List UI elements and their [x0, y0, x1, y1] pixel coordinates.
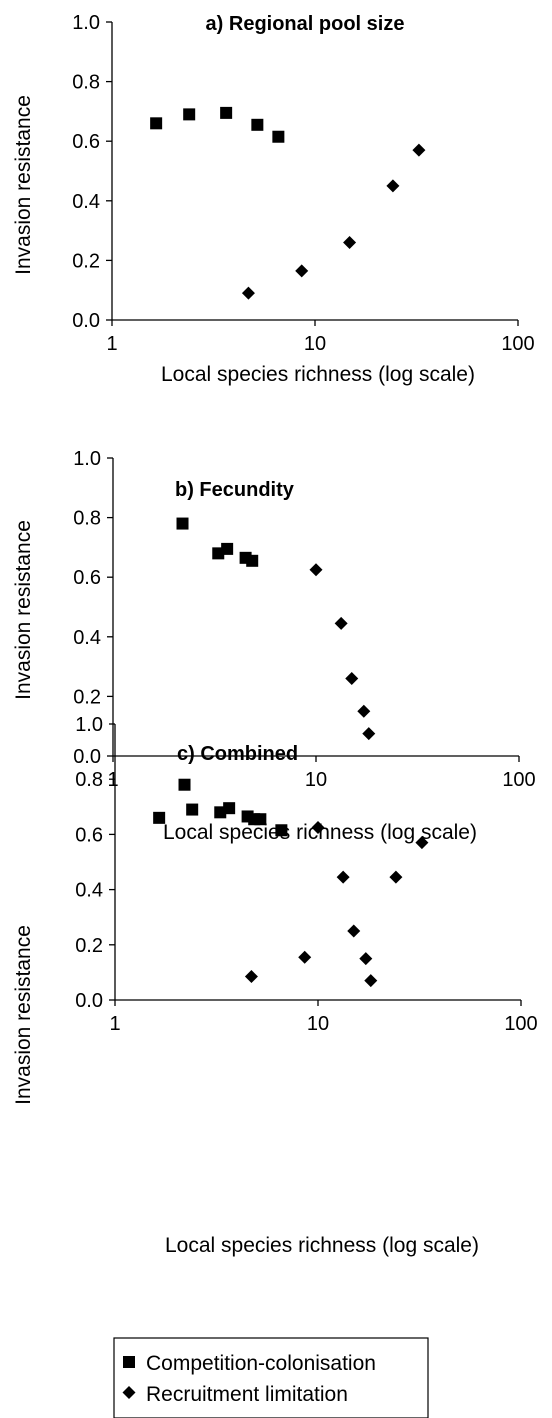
legend-square-icon — [123, 1356, 135, 1368]
legend-diamond-icon — [122, 1386, 136, 1399]
panel-a-square-point — [251, 118, 264, 131]
panel-c-y-tick-label: 0.4 — [75, 880, 103, 902]
legend: Competition-colonisation Recruitment lim… — [113, 1337, 429, 1418]
panel-a-diamond-point — [295, 264, 309, 278]
panel-c-diamond-point — [359, 952, 373, 966]
panel-c-x-tick-label: 100 — [504, 1013, 537, 1035]
panel-a-square-point — [150, 117, 163, 130]
panel-a-square-point — [220, 106, 233, 119]
panel-c-diamond-point — [298, 950, 312, 964]
panel-b-diamond-point — [357, 704, 371, 718]
panel-c-y-tick-label: 0.2 — [75, 935, 103, 957]
panel-c-diamond-point — [347, 924, 361, 938]
panel-c-y-tick-label: 0.6 — [75, 824, 103, 846]
panel-c-x-label: Local species richness (log scale) — [165, 1234, 479, 1257]
panel-a-diamond-point — [343, 236, 357, 250]
legend-label-competition: Competition-colonisation — [146, 1352, 376, 1375]
panel-a-y-tick-label: 0.4 — [72, 191, 100, 213]
panel-b-x-tick-label: 100 — [502, 769, 535, 791]
panel-c-square-point — [275, 824, 288, 837]
panel-b-title: b) Fecundity — [175, 479, 295, 501]
legend-label-recruitment: Recruitment limitation — [146, 1383, 348, 1406]
panel-c-square-point — [178, 778, 191, 791]
panel-c-diamond-point — [311, 821, 325, 834]
panel-b-y-tick-label: 0.2 — [73, 686, 101, 708]
panel-b-y-tick-label: 0.6 — [73, 567, 101, 589]
panel-b-y-label: Invasion resistance — [12, 520, 35, 700]
panel-a-title: a) Regional pool size — [206, 13, 405, 35]
panel-b-x-tick-label: 1 — [107, 769, 118, 791]
panel-b-x-tick-label: 10 — [305, 769, 327, 791]
panel-b-y-tick-label: 0.0 — [73, 746, 101, 768]
panel-c-square-point — [153, 811, 166, 824]
panel-c-diamond-point — [415, 836, 429, 850]
panel-a: a) Regional pool size Invasion resistanc… — [12, 12, 535, 386]
panel-c-y-tick-label: 0.0 — [75, 990, 103, 1012]
panel-b-y-tick-label: 0.4 — [73, 627, 101, 649]
panel-c: c) Combined Invasion resistance Local sp… — [12, 714, 538, 1257]
panel-a-y-tick-label: 0.6 — [72, 131, 100, 153]
panel-c-diamond-point — [336, 870, 350, 884]
panel-a-x-tick-label: 10 — [304, 333, 326, 355]
panel-a-y-tick-label: 0.8 — [72, 72, 100, 94]
panel-b-diamond-point — [334, 616, 348, 630]
panel-a-diamond-point — [412, 143, 426, 157]
panel-b-y-tick-label: 0.8 — [73, 508, 101, 530]
panel-c-x-tick-label: 1 — [109, 1013, 120, 1035]
panel-b-diamond-point — [345, 672, 359, 686]
panel-a-diamond-point — [386, 179, 400, 193]
panel-b-x-label: Local species richness (log scale) — [163, 821, 477, 844]
panel-a-square-point — [272, 130, 285, 143]
panel-a-y-tick-label: 0.0 — [72, 310, 100, 332]
panel-b-diamond-point — [362, 727, 376, 741]
panel-c-y-tick-label: 1.0 — [75, 714, 103, 736]
panel-a-y-label: Invasion resistance — [12, 95, 35, 275]
panel-c-diamond-point — [389, 870, 403, 884]
panel-c-diamond-point — [244, 970, 258, 984]
panel-c-y-label: Invasion resistance — [12, 925, 35, 1105]
panel-a-x-tick-label: 100 — [501, 333, 534, 355]
legend-box — [113, 1337, 429, 1418]
panel-b-square-point — [246, 554, 259, 567]
panel-b: b) Fecundity Invasion resistance Local s… — [12, 448, 536, 844]
panel-c-square-point — [186, 803, 199, 816]
panel-c-title: c) Combined — [177, 743, 298, 765]
panel-a-y-tick-label: 1.0 — [72, 12, 100, 34]
panel-a-y-tick-label: 0.2 — [72, 250, 100, 272]
panel-b-square-point — [176, 517, 189, 530]
panel-b-square-point — [221, 542, 234, 555]
panel-c-y-tick-label: 0.8 — [75, 769, 103, 791]
panel-a-x-tick-label: 1 — [106, 333, 117, 355]
panel-c-square-point — [254, 813, 267, 826]
panel-a-diamond-point — [241, 286, 255, 300]
panel-b-diamond-point — [309, 563, 323, 577]
panel-b-y-tick-label: 1.0 — [73, 448, 101, 470]
panel-a-x-label: Local species richness (log scale) — [161, 363, 475, 386]
panel-c-diamond-point — [364, 974, 378, 988]
panel-c-x-tick-label: 10 — [307, 1013, 329, 1035]
panel-a-square-point — [183, 108, 196, 121]
panel-c-square-point — [223, 802, 236, 815]
